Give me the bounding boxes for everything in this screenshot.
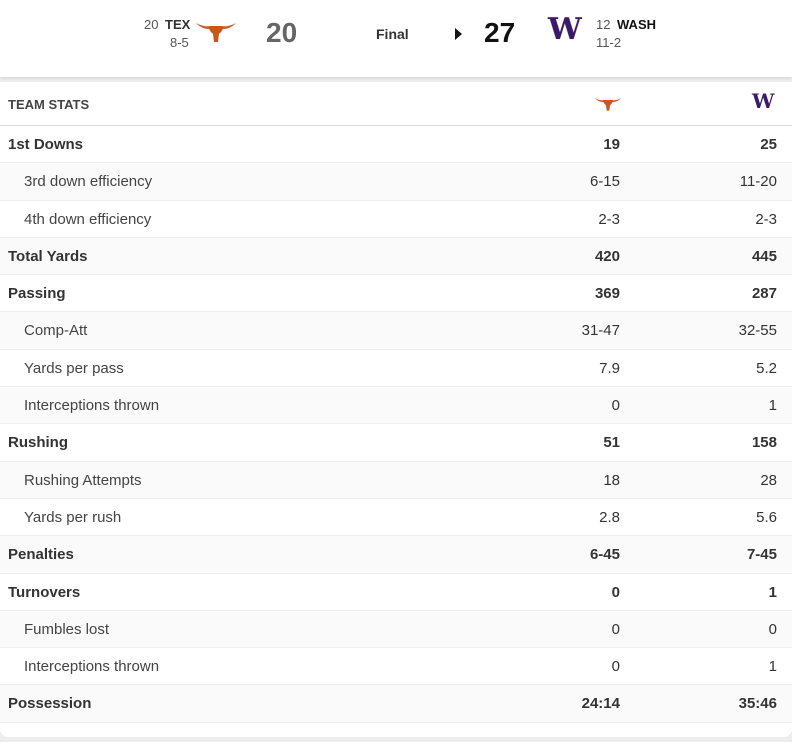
stat-label: Interceptions thrown xyxy=(24,397,160,415)
stat-row: Possession 24:14 35:46 xyxy=(0,685,792,723)
tex-value: 0 xyxy=(611,397,620,415)
tex-value: 31-47 xyxy=(581,322,620,340)
wash-value: 287 xyxy=(751,285,777,303)
stat-row: Total Yards 420 445 xyxy=(0,237,792,276)
home-record: 11-2 xyxy=(596,35,622,50)
wash-value: 25 xyxy=(760,136,777,153)
stat-label: 1st Downs xyxy=(8,136,84,153)
tex-value: 7.9 xyxy=(599,359,620,377)
wash-value: 158 xyxy=(751,434,777,452)
stat-label: Total Yards xyxy=(8,247,88,265)
wash-value: 5.2 xyxy=(756,359,777,377)
tex-value: 51 xyxy=(603,434,620,452)
wash-value: 1 xyxy=(768,658,777,676)
stat-label: Interceptions thrown xyxy=(24,658,160,676)
tex-column-logo-icon xyxy=(594,96,622,112)
tex-value: 19 xyxy=(603,136,620,153)
stats-rows: 1st Downs 19 25 3rd down efficiency 6-15 11-2… xyxy=(0,126,792,723)
tex-value: 2-3 xyxy=(598,210,620,228)
home-rank: 12 xyxy=(596,17,611,32)
stat-row: Rushing 51 158 xyxy=(0,424,792,462)
tex-value: 2.8 xyxy=(599,508,620,526)
away-rank: 20 xyxy=(144,17,159,32)
stat-row: Fumbles lost 0 0 xyxy=(0,610,792,649)
w-logo-icon[interactable]: W xyxy=(548,12,582,47)
wash-value: 445 xyxy=(751,247,777,265)
tex-value: 24:14 xyxy=(581,695,620,713)
wash-value: 35:46 xyxy=(738,695,777,713)
tex-value: 0 xyxy=(611,583,620,601)
table-header: TEAM STATS W xyxy=(0,82,792,126)
tex-value: 18 xyxy=(603,471,620,489)
away-record: 8-5 xyxy=(170,35,189,50)
stat-label: 3rd down efficiency xyxy=(24,173,153,191)
wash-value: 11-20 xyxy=(739,173,777,191)
wash-value: 28 xyxy=(760,471,777,489)
wash-value: 5.6 xyxy=(756,508,777,526)
stat-row: Interceptions thrown 0 1 xyxy=(0,648,792,686)
stat-row: Comp-Att 31-47 32-55 xyxy=(0,312,792,350)
longhorn-logo-icon[interactable] xyxy=(196,20,236,44)
tex-value: 0 xyxy=(611,658,620,676)
stat-label: Yards per pass xyxy=(24,359,124,377)
stat-row: Penalties 6-45 7-45 xyxy=(0,536,792,574)
stat-row: 3rd down efficiency 6-15 11-20 xyxy=(0,163,792,201)
scoreboard-header: 20 TEX 8-5 20 Final 27 W 12 WASH 11-2 xyxy=(0,0,792,77)
wash-value: 1 xyxy=(768,397,777,415)
stat-row: Yards per rush 2.8 5.6 xyxy=(0,499,792,537)
home-team-abbr[interactable]: WASH xyxy=(617,17,656,32)
stat-row: Yards per pass 7.9 5.2 xyxy=(0,350,792,388)
stat-label: 4th down efficiency xyxy=(24,210,152,228)
winner-arrow-icon xyxy=(455,28,462,40)
wash-value: 0 xyxy=(768,620,777,638)
game-status: Final xyxy=(376,26,409,42)
stat-label: Rushing xyxy=(8,434,68,452)
wash-value: 2-3 xyxy=(755,210,777,228)
wash-value: 32-55 xyxy=(738,322,777,340)
stat-row: Interceptions thrown 0 1 xyxy=(0,387,792,425)
team-stats-table: TEAM STATS W 1st Downs 19 25 3rd down effic… xyxy=(0,82,792,737)
tex-value: 0 xyxy=(611,620,620,638)
tex-value: 6-45 xyxy=(589,546,620,564)
stat-label: Possession xyxy=(8,695,92,713)
stat-label: Penalties xyxy=(8,546,74,564)
tex-value: 420 xyxy=(594,247,620,265)
stat-label: Fumbles lost xyxy=(24,620,110,638)
stat-label: Yards per rush xyxy=(24,508,122,526)
stat-label: Comp-Att xyxy=(24,322,88,340)
away-team-abbr[interactable]: TEX xyxy=(165,17,191,32)
stat-label: Rushing Attempts xyxy=(24,471,142,489)
table-title: TEAM STATS xyxy=(8,97,90,112)
stat-row: Turnovers 0 1 xyxy=(0,574,792,611)
stat-row: Passing 369 287 xyxy=(0,275,792,313)
wash-value: 1 xyxy=(768,583,777,601)
away-score: 20 xyxy=(266,17,298,48)
wash-column-logo-icon: W xyxy=(752,89,775,113)
stat-label: Passing xyxy=(8,285,66,303)
stat-row: 4th down efficiency 2-3 2-3 xyxy=(0,201,792,238)
wash-value: 7-45 xyxy=(746,546,777,564)
stat-row: 1st Downs 19 25 xyxy=(0,126,792,164)
stat-row: Rushing Attempts 18 28 xyxy=(0,461,792,499)
stat-label: Turnovers xyxy=(8,583,81,601)
tex-value: 6-15 xyxy=(589,173,620,191)
tex-value: 369 xyxy=(594,285,620,303)
home-score: 27 xyxy=(484,17,516,48)
